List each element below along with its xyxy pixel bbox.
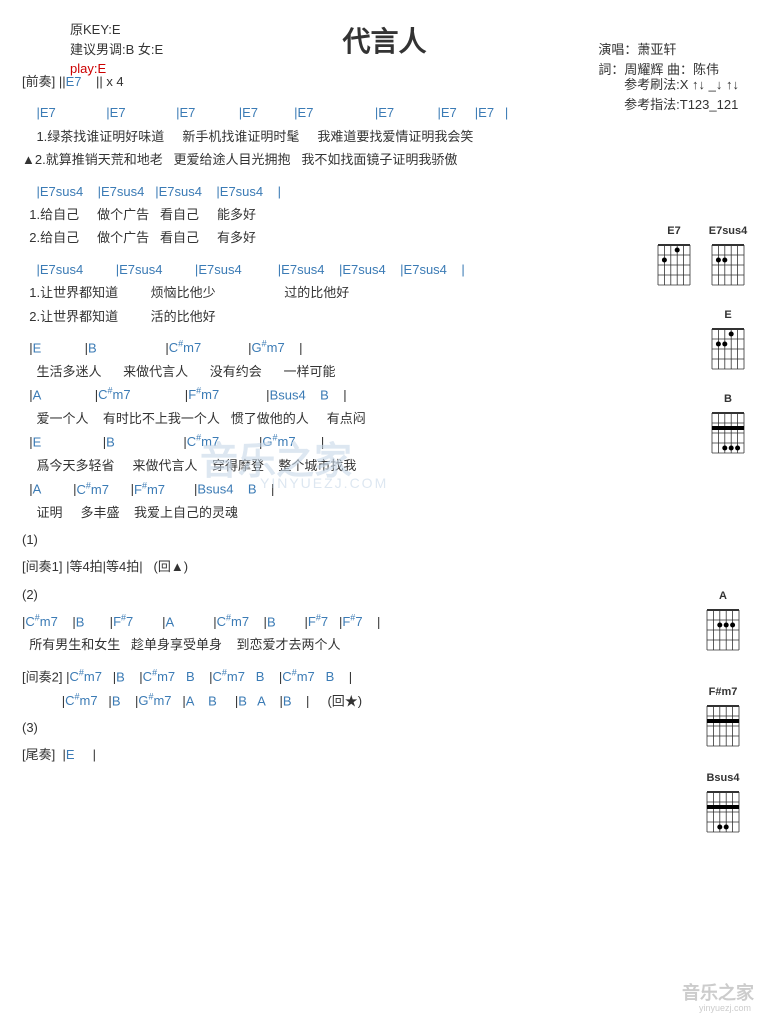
diagram-e: E [707,309,749,375]
interlude2-section: [间奏2] |C#m7 |B |C#m7 B |C#m7 B |C#m7 B |… [22,665,759,712]
bridge-lyric: 所有男生和女生 趁单身享受单身 到恋爱才去两个人 [22,633,759,656]
bottom-logo: 音乐之家 [682,979,754,1005]
original-key: 原KEY:E [70,20,163,40]
singer: 演唱：萧亚轩 [598,40,719,60]
play-key: play:E [70,59,163,79]
verse-lyric2: ▲2.就算推销天荒和地老 更爱给途人目光拥抱 我不如找面镜子证明我骄傲 [22,148,759,171]
interlude2-l2: |C#m7 |B |G#m7 |A B |B A |B | (回★) [22,689,759,713]
diagram-e7: E7 [653,225,695,291]
fretboard-icon [707,240,749,288]
chord-diagrams: E7 E7sus4 [639,225,749,477]
diagram-fsharpm7: F#m7 [702,686,744,752]
marker-1: (1) [22,532,759,547]
header: 原KEY:E 建议男调:B 女:E play:E 代言人 演唱：萧亚轩 詞：周耀… [10,20,759,60]
bridge-section: |C#m7 |B |F#7 |A |C#m7 |B |F#7 |F#7 | 所有… [22,610,759,657]
reference-box: 参考刷法:X ↑↓ _↓ ↑↓ 参考指法:T123_121 [624,75,739,114]
meta-right: 演唱：萧亚轩 詞：周耀辉 曲：陈伟 [598,40,719,79]
fretboard-icon [702,701,744,749]
pre1-chords: |E7sus4 |E7sus4 |E7sus4 |E7sus4 | [22,180,759,203]
marker-3: (3) [22,720,759,735]
meta-left: 原KEY:E 建议男调:B 女:E play:E [70,20,163,79]
interlude2-l1: [间奏2] |C#m7 |B |C#m7 B |C#m7 B |C#m7 B | [22,665,759,689]
fretboard-icon [707,324,749,372]
fretboard-icon [702,605,744,653]
diagram-a: A [702,590,744,656]
ref-strum: 参考刷法:X ↑↓ _↓ ↑↓ [624,75,739,95]
fretboard-icon [702,787,744,835]
chord-diagrams-2: A F#m7 [702,590,744,856]
chorus-l4: 证明 多丰盛 我爱上自己的灵魂 [22,501,759,524]
bridge-chords: |C#m7 |B |F#7 |A |C#m7 |B |F#7 |F#7 | [22,610,759,634]
verse-lyric1: 1.绿茶找谁证明好味道 新手机找谁证明时髦 我难道要找爱情证明我会笑 [22,125,759,148]
diagram-e7sus4: E7sus4 [707,225,749,291]
bottom-url: yinyuezj.com [699,1003,751,1013]
interlude1: [间奏1] |等4拍|等4拍| (回▲) [22,555,759,578]
suggest-key: 建议男调:B 女:E [70,40,163,60]
fretboard-icon [707,408,749,456]
marker-2: (2) [22,587,759,602]
pre1-lyric1: 1.给自己 做个广告 看自己 能多好 [22,203,759,226]
diagram-b: B [707,393,749,459]
diagram-bsus4: Bsus4 [702,772,744,838]
outro: [尾奏] |E | [22,743,759,766]
ref-finger: 参考指法:T123_121 [624,95,739,115]
fretboard-icon [653,240,695,288]
chorus-l4c: |A |C#m7 |F#m7 |Bsus4 B | [22,477,759,501]
